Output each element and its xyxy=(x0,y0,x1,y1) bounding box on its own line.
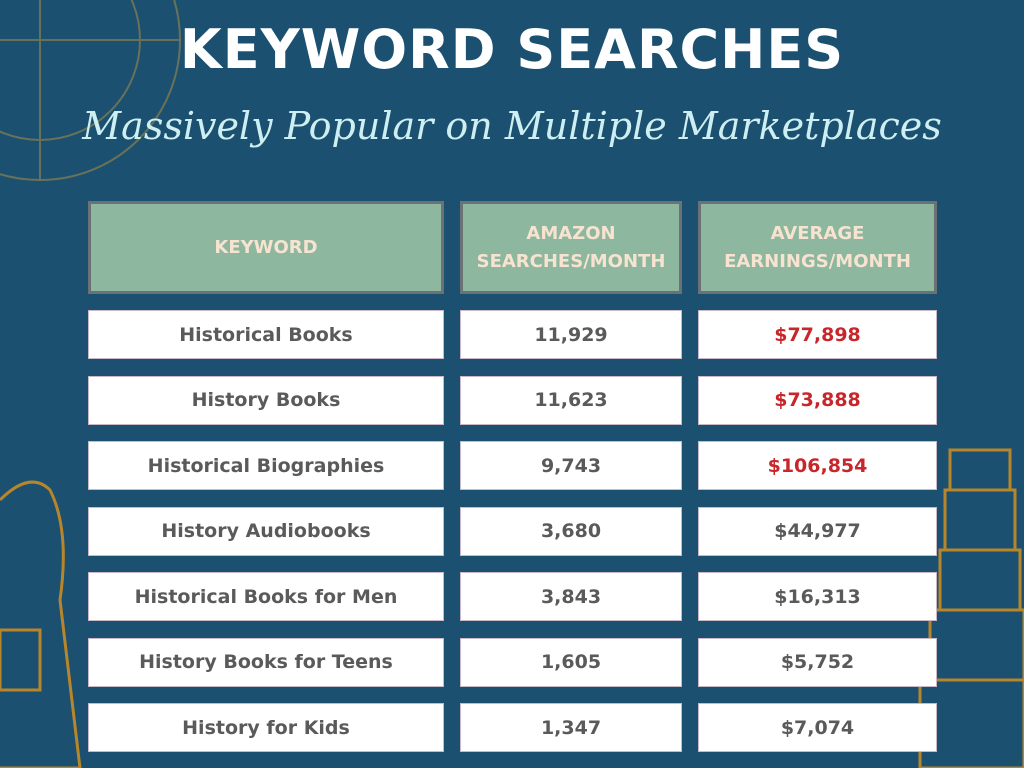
subtitle: Massively Popular on Multiple Marketplac… xyxy=(82,104,942,148)
table-cell: Historical Books for Men xyxy=(88,572,444,621)
table-cell: 3,680 xyxy=(460,506,682,556)
table-cell: Historical Books xyxy=(88,310,444,359)
column-header: AMAZON SEARCHES/MONTH xyxy=(460,201,682,294)
table-cell: History for Kids xyxy=(88,703,444,752)
table-cell: 1,347 xyxy=(460,703,682,752)
table-cell: History Audiobooks xyxy=(88,506,444,556)
table-cell: History Books xyxy=(88,375,444,425)
table-cell: 9,743 xyxy=(460,441,682,490)
table-cell: 3,843 xyxy=(460,572,682,621)
table-cell: $106,854 xyxy=(698,441,937,490)
column-header: AVERAGE EARNINGS/MONTH xyxy=(698,201,937,294)
title: KEYWORD SEARCHES xyxy=(179,18,845,81)
table-cell: $7,074 xyxy=(698,703,937,752)
table-cell: 11,929 xyxy=(460,310,682,359)
table-cell: 1,605 xyxy=(460,637,682,687)
table-cell: 11,623 xyxy=(460,375,682,425)
table-cell: $73,888 xyxy=(698,375,937,425)
table-cell: Historical Biographies xyxy=(88,441,444,490)
table-cell: $5,752 xyxy=(698,637,937,687)
table-cell: History Books for Teens xyxy=(88,637,444,687)
column-header: KEYWORD xyxy=(88,201,444,294)
table-cell: $44,977 xyxy=(698,506,937,556)
table-cell: $77,898 xyxy=(698,310,937,359)
table-cell: $16,313 xyxy=(698,572,937,621)
